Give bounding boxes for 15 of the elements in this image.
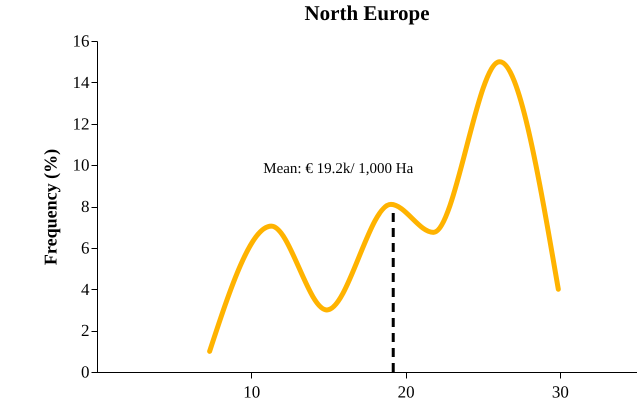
ref-line-label: Mean: € 19.2k/ 1,000 Ha — [263, 161, 414, 177]
y-tick-label: 16 — [72, 32, 90, 50]
y-tick-label: 14 — [72, 72, 90, 92]
y-tick-label: 2 — [81, 321, 90, 340]
chart-title: North Europe — [304, 1, 430, 25]
y-tick-label: 0 — [81, 362, 90, 382]
y-tick-label: 12 — [72, 114, 90, 134]
x-tick-label: 20 — [398, 382, 415, 402]
y-tick-label: 6 — [81, 238, 90, 258]
y-tick-label: 8 — [81, 197, 90, 216]
y-tick-label: 10 — [72, 156, 90, 175]
x-tick-label: 30 — [552, 382, 569, 402]
y-tick-label: 4 — [81, 280, 90, 299]
x-tick-label: 10 — [243, 382, 260, 402]
y-axis-title: Frequency (%) — [40, 148, 60, 266]
